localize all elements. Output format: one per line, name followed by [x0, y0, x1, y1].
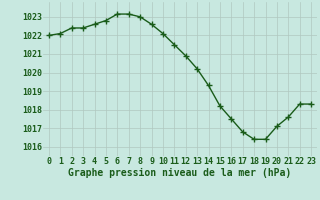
X-axis label: Graphe pression niveau de la mer (hPa): Graphe pression niveau de la mer (hPa) — [68, 168, 292, 178]
